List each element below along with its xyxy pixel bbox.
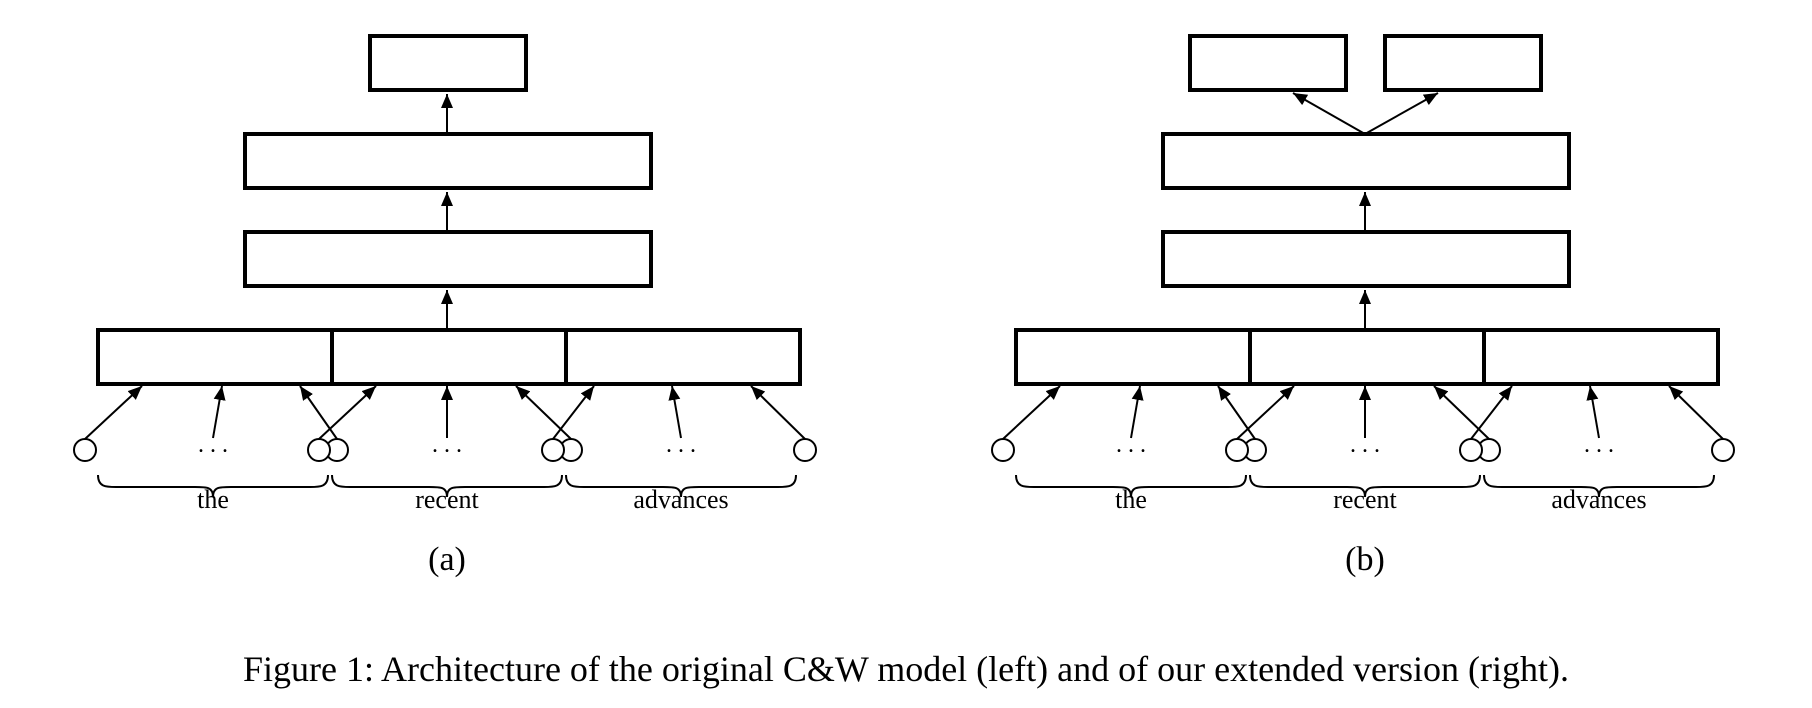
svg-text:recent: recent (415, 485, 479, 514)
svg-text:advances: advances (1551, 485, 1646, 514)
figure-caption: Figure 1: Architecture of the original C… (0, 648, 1812, 690)
architecture-diagram: . . .the. . .recent. . .advances(a). . .… (0, 0, 1812, 708)
svg-text:recent: recent (1333, 485, 1397, 514)
svg-text:(a): (a) (428, 541, 466, 578)
svg-text:advances: advances (633, 485, 728, 514)
svg-text:the: the (197, 485, 229, 514)
figure-container: . . .the. . .recent. . .advances(a). . .… (0, 0, 1812, 708)
svg-text:(b): (b) (1345, 541, 1385, 578)
svg-text:the: the (1115, 485, 1147, 514)
